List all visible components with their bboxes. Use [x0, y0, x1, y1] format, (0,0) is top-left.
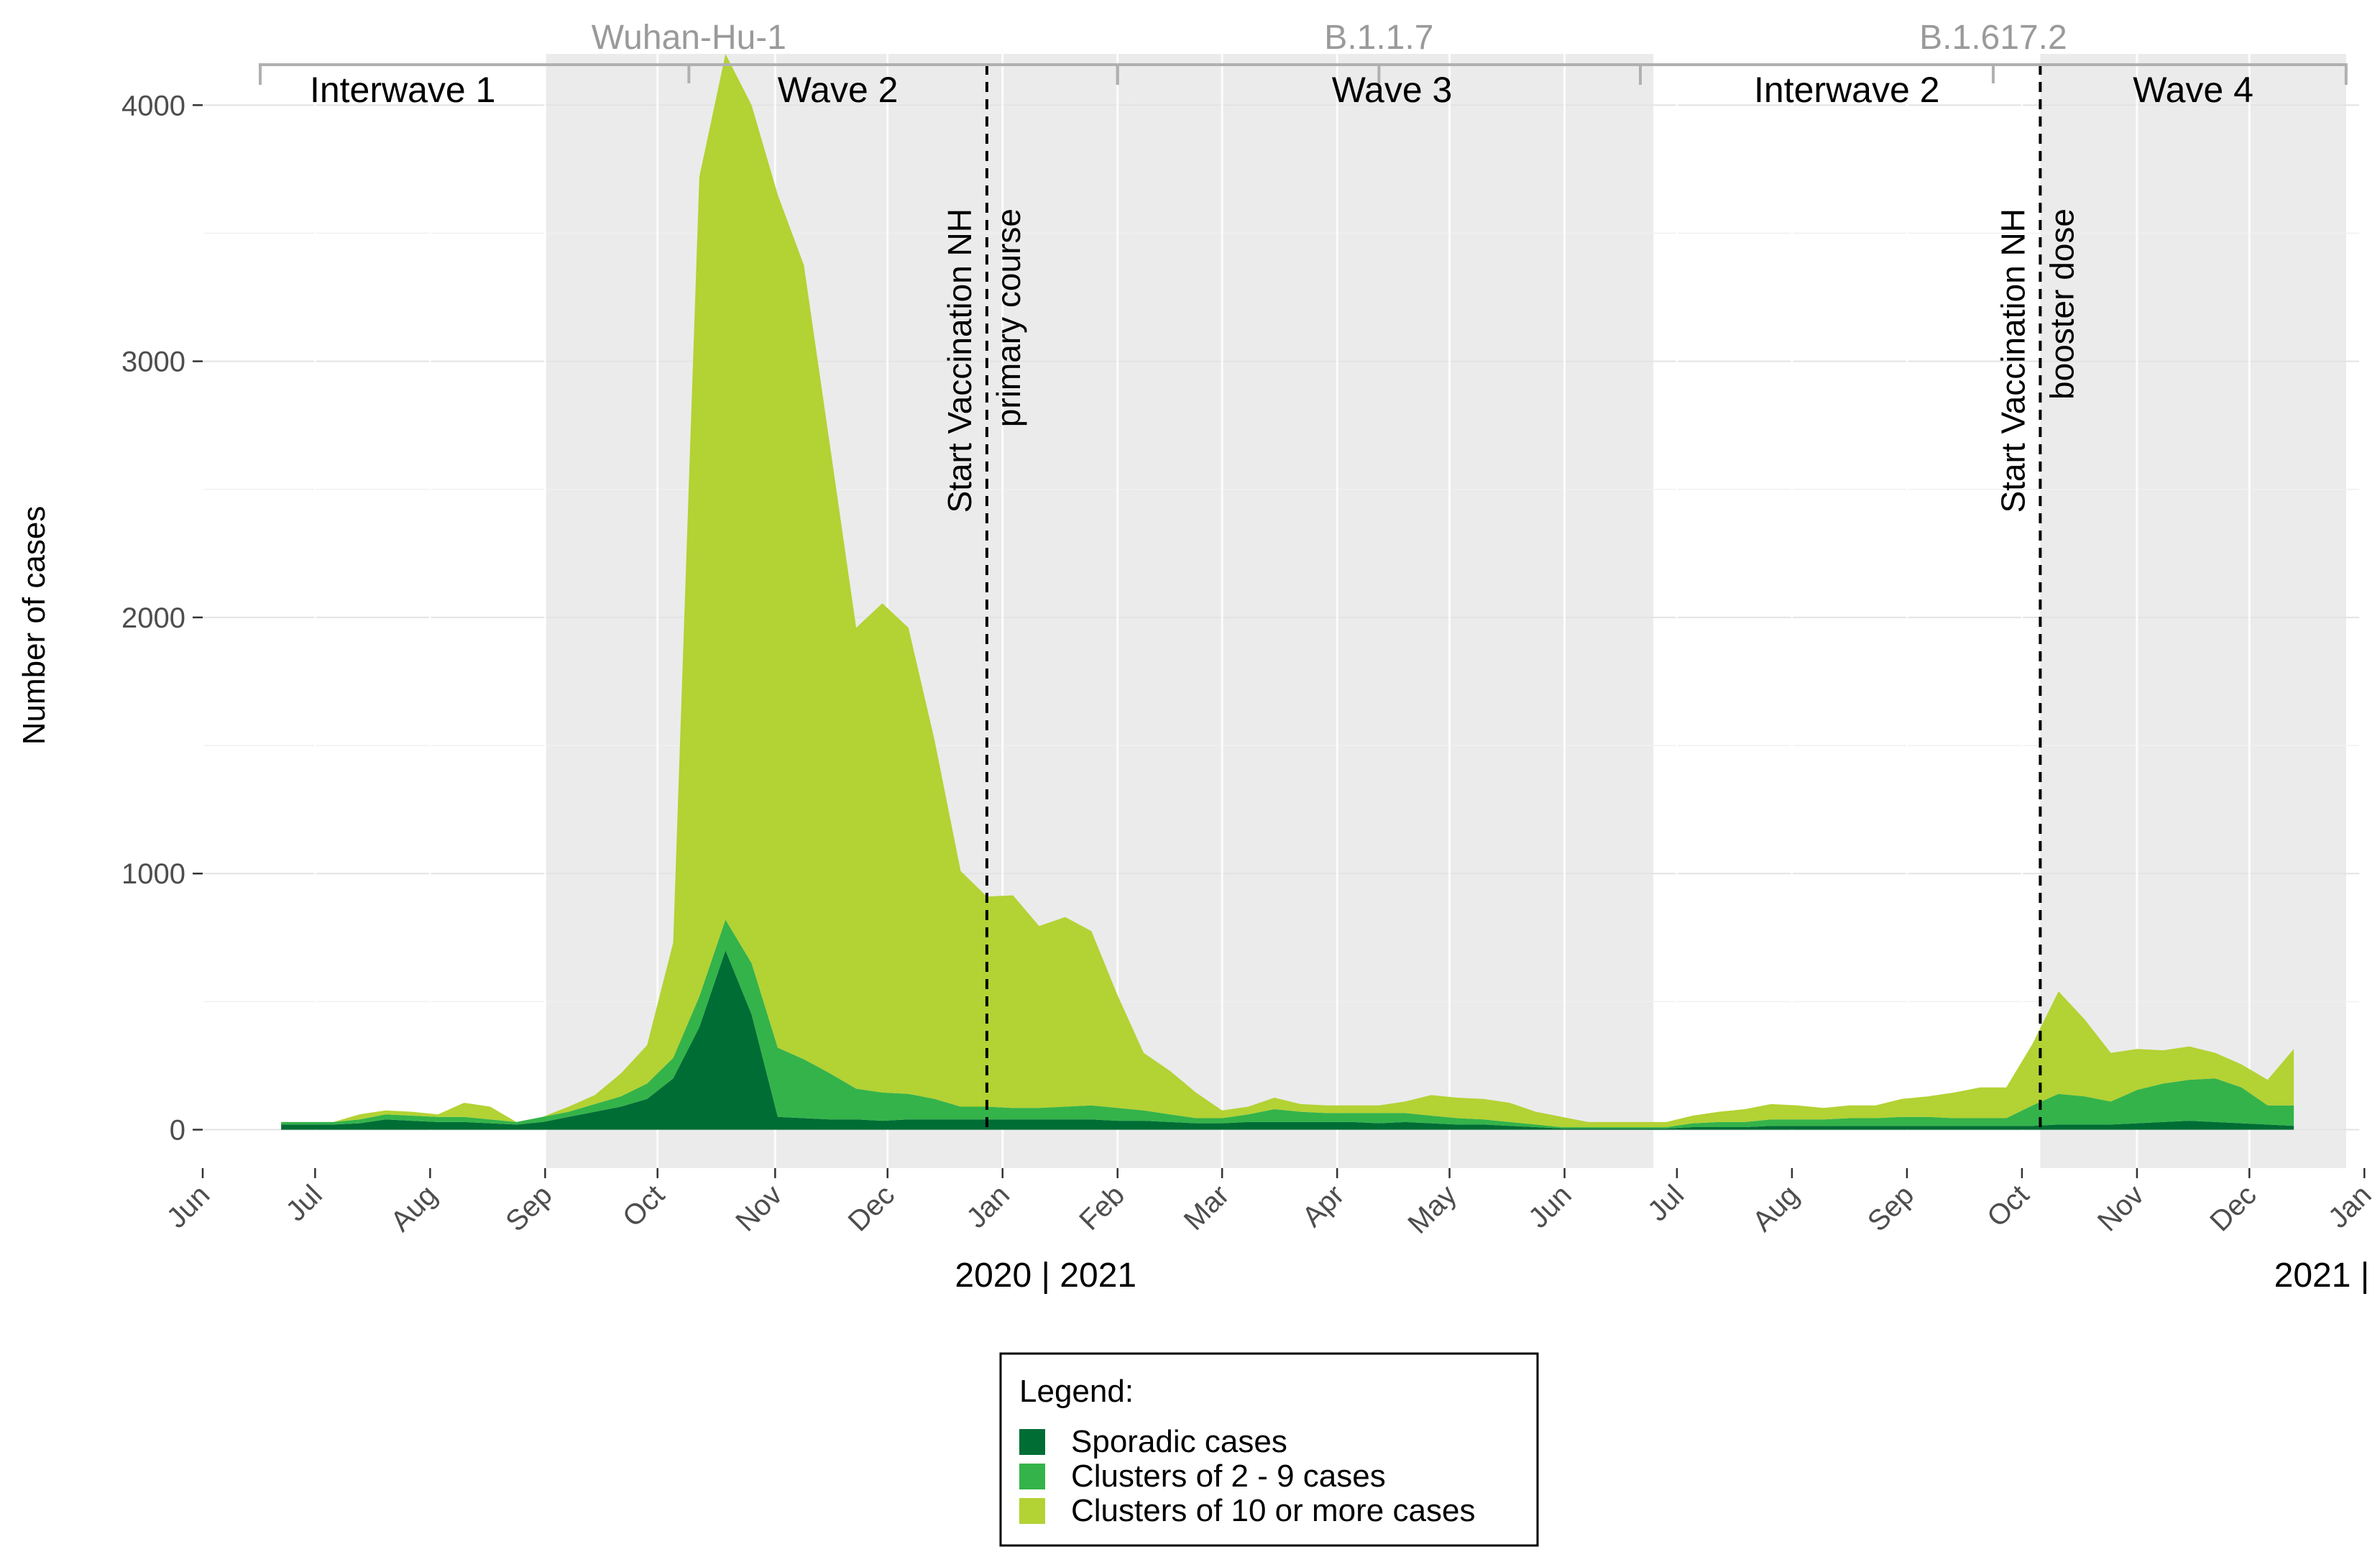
wave-label-1: Wave 2: [778, 70, 899, 110]
vaccination-label-0-line1: Start Vaccination NH: [941, 208, 978, 513]
legend-label-2: Clusters of 10 or more cases: [1071, 1493, 1475, 1528]
legend-label-0: Sporadic cases: [1071, 1424, 1287, 1459]
x-tick-label-2: Aug: [385, 1179, 443, 1237]
legend-swatch-1: [1019, 1464, 1045, 1489]
area-series-1: [281, 919, 2294, 1129]
legend-swatch-2: [1019, 1498, 1045, 1524]
x-tick-label-8: Feb: [1073, 1179, 1131, 1236]
wave-label-2: Wave 3: [1332, 70, 1453, 110]
variant-label-2: B.1.617.2: [1919, 19, 2067, 57]
band-4-background: [2040, 54, 2346, 1168]
wave-label-3: Interwave 2: [1754, 70, 1939, 110]
variant-label-1: B.1.1.7: [1324, 19, 1433, 57]
y-axis-title: Number of cases: [17, 506, 52, 745]
x-tick-label-7: Jan: [960, 1179, 1016, 1234]
variant-brackets: Wuhan-Hu-1 B.1.1.7 B.1.617.2 Interwave 1 Wav…: [259, 19, 2348, 110]
stacked-areas: [281, 54, 2294, 1130]
x-tick-label-17: Nov: [2092, 1179, 2150, 1237]
year-label-1: 2021 | 2022: [2274, 1257, 2380, 1295]
wave-label-4: Wave 4: [2133, 70, 2253, 110]
vaccination-lines: Start Vaccination NH primary course Start …: [941, 65, 2080, 1133]
x-tick-label-6: Dec: [842, 1179, 901, 1237]
x-tick-label-19: Jan: [2322, 1179, 2378, 1234]
legend-label-1: Clusters of 2 - 9 cases: [1071, 1459, 1386, 1494]
x-tick-label-5: Nov: [730, 1179, 788, 1237]
wave-bands: [545, 54, 2346, 1168]
x-tick-label-13: Jul: [1642, 1179, 1690, 1227]
x-tick-label-1: Jul: [280, 1179, 328, 1227]
wave-label-0: Interwave 1: [310, 70, 495, 110]
x-tick-label-18: Dec: [2204, 1179, 2262, 1237]
y-tick-label-2: 2000: [121, 602, 185, 634]
vaccination-label-0-line2: primary course: [990, 208, 1027, 427]
vaccination-label-1-line1: Start Vaccination NH: [1994, 208, 2031, 513]
vaccination-label-1-line2: booster dose: [2043, 208, 2080, 400]
x-tick-label-4: Oct: [617, 1179, 671, 1233]
x-tick-label-11: May: [1402, 1179, 1463, 1240]
x-tick-label-14: Aug: [1747, 1179, 1805, 1237]
x-tick-label-0: Jun: [161, 1179, 216, 1234]
x-tick-label-16: Oct: [1981, 1179, 2035, 1233]
legend-swatch-0: [1019, 1429, 1045, 1455]
x-tick-label-10: Apr: [1296, 1179, 1350, 1233]
x-tick-label-9: Mar: [1178, 1179, 1236, 1236]
x-tick-label-3: Sep: [500, 1179, 558, 1237]
x-tick-label-12: Jun: [1522, 1179, 1578, 1234]
year-label-0: 2020 | 2021: [955, 1257, 1136, 1295]
legend-title: Legend:: [1019, 1374, 1134, 1409]
band-2-background: [1130, 54, 1654, 1168]
x-tick-label-15: Sep: [1862, 1179, 1920, 1237]
y-tick-label-3: 3000: [121, 346, 185, 378]
y-tick-label-0: 0: [170, 1115, 185, 1147]
area-series-2: [281, 54, 2294, 1127]
legend-box: [999, 1352, 1539, 1547]
y-tick-label-1: 1000: [121, 858, 185, 890]
y-tick-label-4: 4000: [121, 90, 185, 121]
variant-label-0: Wuhan-Hu-1: [592, 19, 786, 57]
